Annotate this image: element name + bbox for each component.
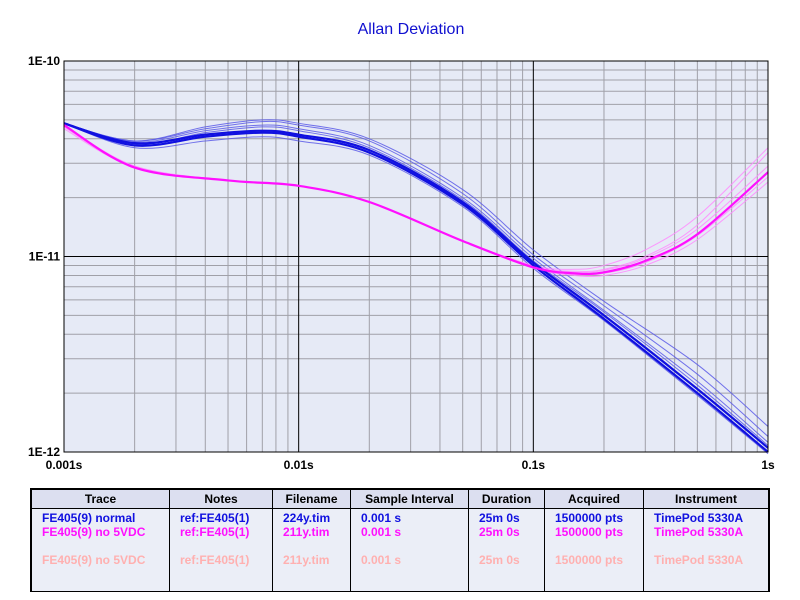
series-group [63, 119, 769, 455]
y-tick-label: 1E-12 [28, 445, 60, 459]
legend-cell-duration: 25m 0s [479, 525, 520, 539]
legend-cell-filename: 211y.tim [283, 525, 330, 539]
legend-cell-duration: 25m 0s [479, 511, 520, 525]
series-line-normal-1 [63, 122, 769, 443]
legend-column-instrument: TimePod 5330A TimePod 5330A TimePod 5330A [644, 509, 768, 591]
header-duration: Duration [469, 490, 545, 508]
legend-cell-acquired: 1500000 pts [555, 525, 624, 539]
legend-cell-notes [180, 539, 272, 553]
legend-cell-sample-interval: 0.001 s [361, 511, 402, 525]
legend-column-duration: 25m 0s 25m 0s 25m 0s [469, 509, 545, 591]
x-tick-label: 1s [761, 458, 775, 472]
legend-column-filename: 224y.tim 211y.tim 211y.tim [273, 509, 351, 591]
legend-cell-notes: ref:FE405(1) [180, 553, 250, 567]
header-notes: Notes [170, 490, 273, 508]
legend-cell-filename [283, 539, 350, 553]
allan-deviation-chart: Allan Deviation 0.001s 0.01s 0.1s 1s 1E-10 1E… [28, 21, 775, 472]
x-tick-label: 0.001s [46, 458, 83, 472]
legend-cell-sample-interval [361, 539, 468, 553]
header-trace: Trace [32, 490, 170, 508]
legend-cell-instrument [654, 539, 768, 553]
legend-cell-instrument: TimePod 5330A [654, 511, 744, 525]
header-filename: Filename [273, 490, 351, 508]
legend-header-row: Trace Notes Filename Sample Interval Dur… [32, 490, 768, 509]
legend-cell-trace: FE405(9) no 5VDC [42, 553, 146, 567]
legend-column-sample-interval: 0.001 s 0.001 s 0.001 s [351, 509, 469, 591]
legend-cell-notes: ref:FE405(1) [180, 511, 250, 525]
legend-body: FE405(9) normal FE405(9) no 5VDC FE405(9) … [32, 509, 768, 591]
grid [63, 60, 769, 453]
series-line-normal-3 [63, 122, 769, 446]
trace-legend-table: Trace Notes Filename Sample Interval Dur… [30, 488, 770, 592]
series-line-normal-4 [63, 119, 769, 427]
header-acquired: Acquired [545, 490, 644, 508]
legend-cell-notes: ref:FE405(1) [180, 525, 250, 539]
legend-cell-duration [479, 539, 544, 553]
header-instrument: Instrument [674, 492, 737, 506]
legend-cell-acquired: 1500000 pts [555, 553, 624, 567]
legend-column-trace: FE405(9) normal FE405(9) no 5VDC FE405(9) … [32, 509, 170, 591]
legend-column-acquired: 1500000 pts 1500000 pts 1500000 pts [545, 509, 644, 591]
legend-cell-trace: FE405(9) no 5VDC [42, 525, 146, 539]
chart-title: Allan Deviation [358, 21, 465, 38]
legend-cell-filename: 224y.tim [283, 511, 331, 525]
legend-cell-sample-interval: 0.001 s [361, 553, 402, 567]
series-line-normal-2 [63, 122, 769, 455]
series-line-normal-0 [63, 120, 769, 437]
legend-cell-acquired: 1500000 pts [555, 511, 624, 525]
plot-border [63, 60, 769, 453]
legend-cell-filename: 211y.tim [283, 553, 330, 567]
series-line-no-5vdc-12 [63, 124, 769, 276]
legend-cell-instrument: TimePod 5330A [654, 553, 744, 567]
legend-column-notes: ref:FE405(1) ref:FE405(1) ref:FE405(1) [170, 509, 273, 591]
axis-ticks: 0.001s 0.01s 0.1s 1s 1E-10 1E-11 1E-12 [28, 54, 775, 472]
series-line-normal-11 [63, 122, 769, 453]
y-tick-label: 1E-11 [29, 250, 61, 264]
y-tick-label: 1E-10 [28, 54, 60, 68]
legend-cell-acquired [555, 539, 643, 553]
legend-cell-duration: 25m 0s [479, 553, 520, 567]
legend-cell-sample-interval: 0.001 s [361, 525, 402, 539]
x-tick-label: 0.01s [284, 458, 314, 472]
header-sample-interval: Sample Interval [351, 490, 469, 508]
x-tick-label: 0.1s [522, 458, 546, 472]
legend-cell-instrument: TimePod 5330A [654, 525, 744, 539]
series-line-normal-10 [63, 122, 769, 449]
legend-cell-trace [42, 539, 169, 553]
legend-cell-trace: FE405(9) normal [42, 511, 136, 525]
